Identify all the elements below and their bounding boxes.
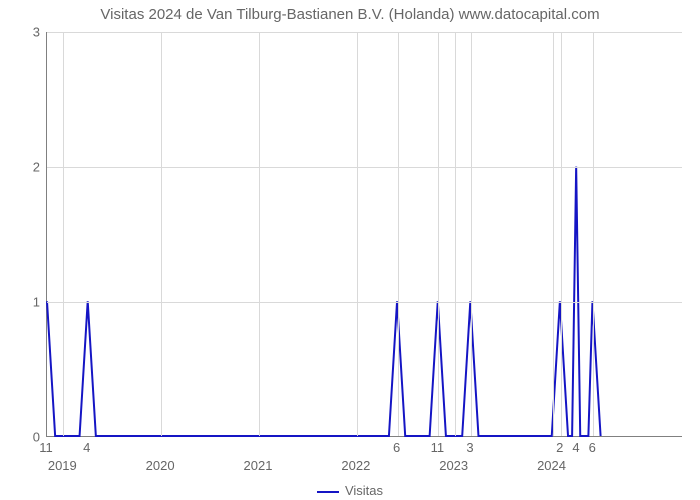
ytick-label: 0 xyxy=(10,430,40,445)
xtick-month: 6 xyxy=(589,440,596,455)
xtick-year: 2024 xyxy=(537,458,566,473)
vgrid xyxy=(259,32,260,436)
xtick-month: 6 xyxy=(393,440,400,455)
xtick-month: 4 xyxy=(83,440,90,455)
vgrid xyxy=(593,32,594,436)
ytick-label: 3 xyxy=(10,25,40,40)
xtick-year: 2020 xyxy=(146,458,175,473)
vgrid xyxy=(471,32,472,436)
chart-title: Visitas 2024 de Van Tilburg-Bastianen B.… xyxy=(0,6,700,23)
hgrid xyxy=(47,167,682,168)
xtick-year: 2023 xyxy=(439,458,468,473)
legend: Visitas xyxy=(0,483,700,498)
ytick-label: 1 xyxy=(10,295,40,310)
legend-swatch xyxy=(317,491,339,493)
ytick-label: 2 xyxy=(10,160,40,175)
chart-container: Visitas 2024 de Van Tilburg-Bastianen B.… xyxy=(0,0,700,500)
xtick-year: 2019 xyxy=(48,458,77,473)
xtick-month: 3 xyxy=(466,440,473,455)
vgrid xyxy=(553,32,554,436)
xtick-month: 4 xyxy=(572,440,579,455)
vgrid xyxy=(455,32,456,436)
xtick-month: 11 xyxy=(39,440,53,455)
hgrid xyxy=(47,302,682,303)
hgrid xyxy=(47,32,682,33)
vgrid xyxy=(561,32,562,436)
vgrid xyxy=(357,32,358,436)
vgrid xyxy=(161,32,162,436)
vgrid xyxy=(438,32,439,436)
xtick-month: 11 xyxy=(431,440,445,455)
vgrid xyxy=(63,32,64,436)
vgrid xyxy=(398,32,399,436)
xtick-year: 2021 xyxy=(244,458,273,473)
xtick-year: 2022 xyxy=(341,458,370,473)
line-series xyxy=(47,32,682,436)
legend-label: Visitas xyxy=(345,483,383,498)
xtick-month: 2 xyxy=(556,440,563,455)
plot-area xyxy=(46,32,682,437)
